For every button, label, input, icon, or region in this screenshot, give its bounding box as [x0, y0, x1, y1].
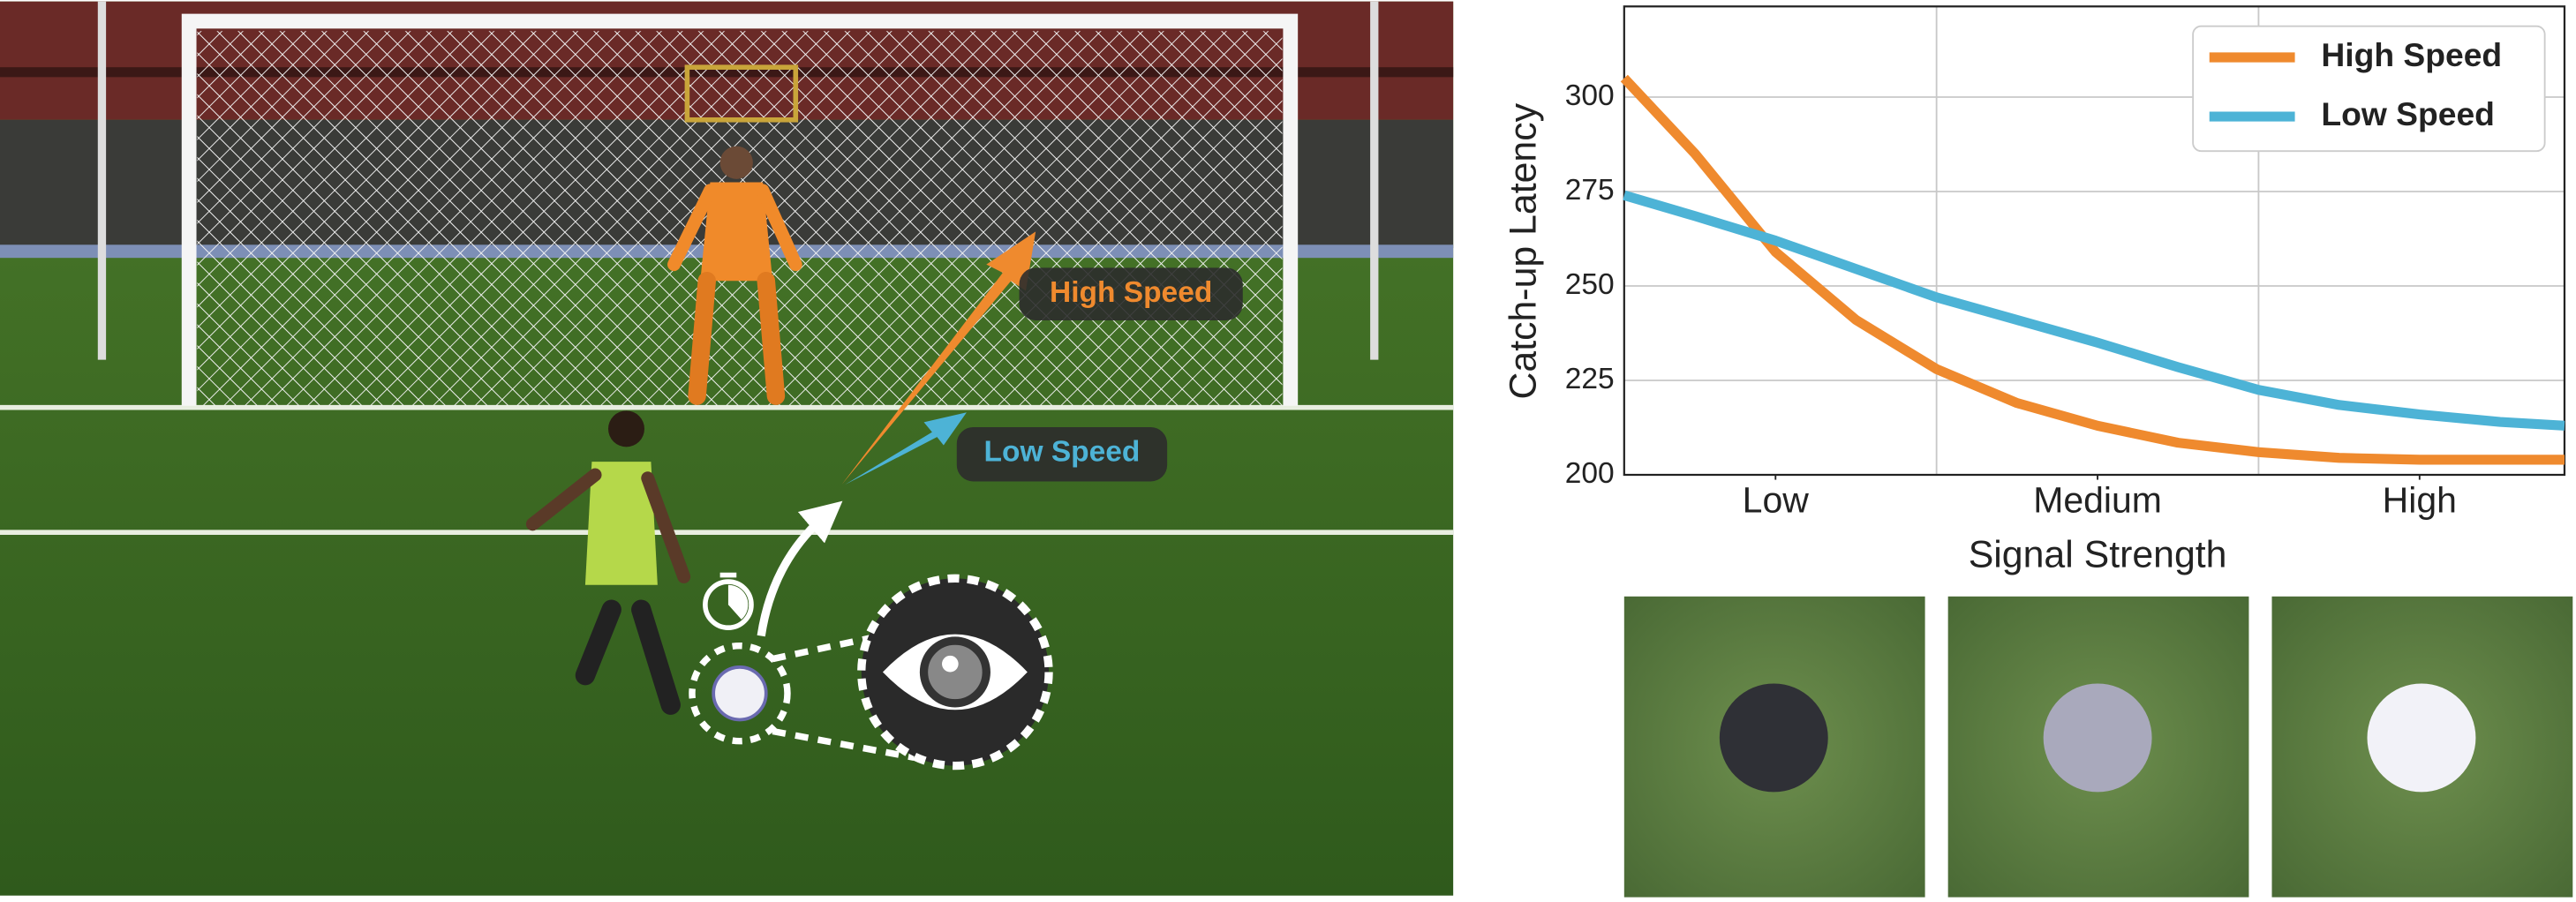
- kick-arrow: [757, 500, 843, 637]
- eye-iris: [919, 636, 990, 708]
- plot-frame: [1623, 5, 2566, 477]
- kicker: [525, 410, 691, 715]
- y-tick-label: 225: [1565, 363, 1615, 395]
- scene-label: High Speed: [1050, 276, 1212, 309]
- thumb-ball: [2043, 683, 2152, 793]
- stopwatch-hand: [727, 584, 749, 620]
- ball: [712, 665, 768, 722]
- y-tick-label: 200: [1565, 457, 1615, 490]
- eye-glint: [942, 655, 959, 673]
- thumbnails: [1623, 596, 2573, 898]
- label-box: [1019, 267, 1243, 320]
- legend-label: Low Speed: [2321, 95, 2495, 132]
- ball-focus: [689, 642, 791, 745]
- scene: [0, 1, 1454, 896]
- x-tick-label: High: [2383, 479, 2457, 520]
- legend-label: High Speed: [2321, 36, 2502, 73]
- thumb-ball: [1719, 683, 1828, 793]
- high-speed-arrow: [841, 231, 1036, 485]
- goal-frame: [181, 13, 1299, 406]
- line-series: [1620, 74, 2565, 465]
- y-tick-label: 275: [1565, 174, 1615, 207]
- x-axis-label: Signal Strength: [1969, 533, 2227, 575]
- x-tick-label: Low: [1743, 479, 1810, 520]
- stopwatch: [703, 579, 754, 630]
- y-tick-label: 300: [1565, 79, 1615, 112]
- goal-sign: [684, 64, 799, 123]
- label-box: [956, 426, 1168, 482]
- scene-label: Low Speed: [984, 436, 1141, 469]
- goalkeeper: [667, 146, 802, 405]
- low-speed-arrow: [845, 412, 967, 485]
- x-tick-label: Medium: [2033, 479, 2162, 520]
- y-axis-label: Catch-up Latency: [1502, 102, 1544, 399]
- y-tick-label: 250: [1565, 268, 1615, 301]
- line-series: [1623, 190, 2565, 431]
- thumb-ball: [2367, 683, 2476, 793]
